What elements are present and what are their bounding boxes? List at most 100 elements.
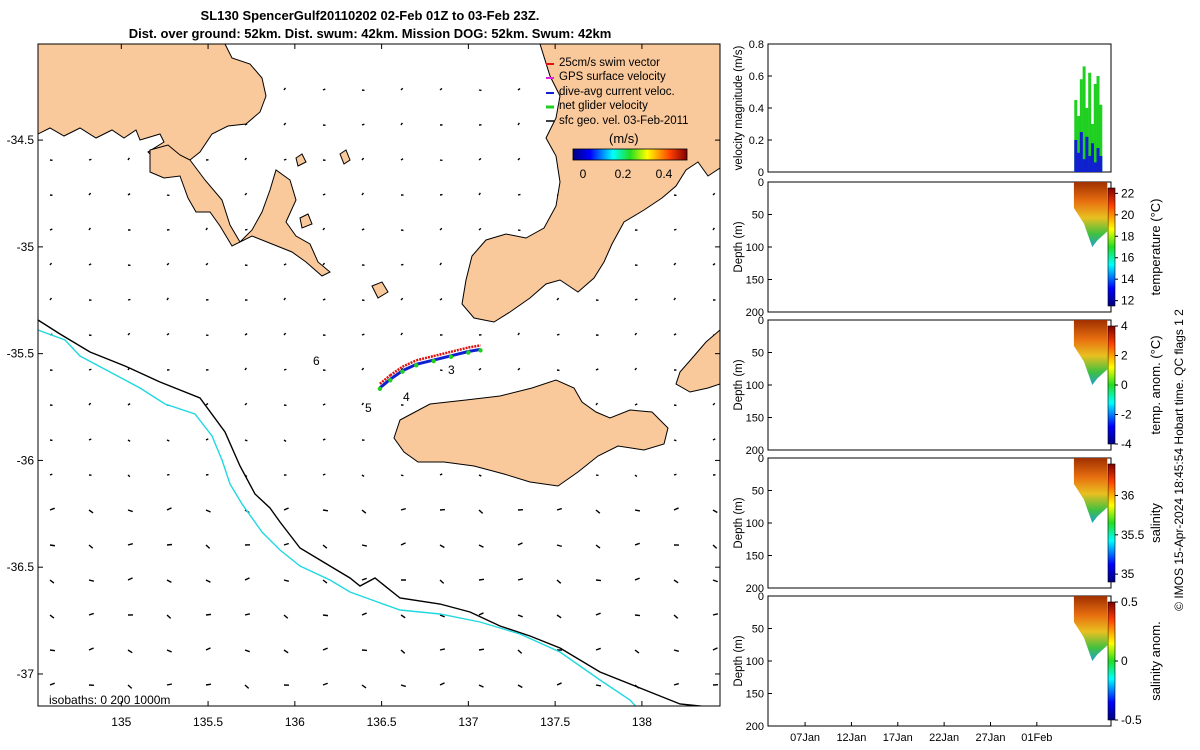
vector-arrow-129 bbox=[166, 332, 170, 336]
panel-x-tick-label-0: 07Jan bbox=[790, 732, 820, 744]
map-x-tick-label-5: 137.5 bbox=[540, 715, 570, 729]
vector-arrow-205 bbox=[322, 473, 326, 476]
sal_anom-frame bbox=[767, 595, 1112, 727]
vector-arrow-280 bbox=[439, 614, 445, 618]
vector-arrow-55 bbox=[88, 192, 92, 196]
vector-arrow-258 bbox=[283, 579, 290, 582]
vector-arrow-41 bbox=[244, 157, 247, 161]
depth-panel-sal_anom: 0 50 100 150 200 Depth (m) -0.5 0 0.5 salinity an… bbox=[733, 591, 1163, 733]
vector-arrow-223 bbox=[322, 509, 329, 512]
vector-arrow-246 bbox=[517, 542, 523, 546]
vector-arrow-236 bbox=[127, 543, 134, 546]
glider-track-segment-3 bbox=[415, 358, 435, 366]
vector-arrow-200 bbox=[127, 474, 131, 478]
figure-title: SL130 SpencerGulf20110202 02-Feb 01Z to … bbox=[0, 7, 740, 43]
vector-arrow-269 bbox=[712, 579, 718, 583]
vector-arrow-262 bbox=[439, 579, 445, 584]
legend-label-dive-avg: dive-avg current veloc. bbox=[559, 86, 675, 98]
map-x-tick-label-2: 136 bbox=[285, 715, 305, 729]
vector-arrow-231 bbox=[634, 509, 641, 512]
vector-arrow-207 bbox=[400, 474, 404, 477]
legend-label-sfc-geo: sfc geo. vel. 03-Feb-2011 bbox=[559, 115, 689, 127]
vector-arrow-118 bbox=[439, 297, 443, 301]
legend-label-gps: GPS surface velocity bbox=[559, 71, 666, 83]
salinity-frame bbox=[767, 457, 1112, 589]
vector-arrow-62 bbox=[361, 192, 365, 196]
vector-arrow-224 bbox=[361, 509, 367, 514]
glider-point-0 bbox=[377, 386, 383, 392]
vector-arrow-295 bbox=[322, 647, 328, 651]
map-y-tick-label-3: -36 bbox=[17, 453, 35, 467]
glider-point-2 bbox=[400, 369, 405, 374]
swim-vector-segment-1 bbox=[389, 365, 404, 377]
glider-track-segment-4 bbox=[433, 354, 452, 362]
vector-arrow-182 bbox=[127, 439, 131, 442]
temperature-y-tick-label-3: 150 bbox=[746, 275, 764, 287]
vector-arrow-278 bbox=[361, 612, 367, 616]
panels-x-axis: 07Jan 12Jan 17Jan 22Jan 27Jan 01Feb bbox=[790, 722, 1052, 744]
vector-arrow-138 bbox=[517, 332, 520, 336]
salinity-section bbox=[1073, 458, 1108, 523]
vector-arrow-242 bbox=[361, 544, 368, 547]
map-x-tick-label-6: 138 bbox=[632, 715, 652, 729]
panel-x-tick-label-3: 22Jan bbox=[929, 732, 959, 744]
map-frame bbox=[37, 43, 721, 707]
vector-arrow-166 bbox=[205, 402, 209, 406]
glider-track-segment-2 bbox=[401, 362, 417, 373]
vector-arrow-97 bbox=[322, 262, 326, 266]
salinity-ylabel: Depth (m) bbox=[733, 497, 745, 548]
map-y-tick-label-5: -37 bbox=[17, 667, 35, 681]
vector-arrow-300 bbox=[517, 649, 523, 654]
salinity-colorbar-label: salinity bbox=[1148, 503, 1163, 543]
vector-arrow-124 bbox=[673, 297, 676, 301]
map-y-tick-label-4: -36.5 bbox=[7, 560, 35, 574]
vector-arrow-132 bbox=[283, 332, 287, 336]
vector-arrow-38 bbox=[127, 157, 130, 161]
vector-arrow-310 bbox=[205, 683, 212, 686]
vector-arrow-255 bbox=[166, 579, 172, 584]
vector-arrow-277 bbox=[322, 614, 329, 617]
velocity-series bbox=[1074, 66, 1103, 172]
vector-arrow-297 bbox=[400, 649, 406, 654]
vector-arrow-259 bbox=[322, 579, 328, 584]
sal_anom-colorbar-label: salinity anom. bbox=[1148, 621, 1163, 700]
map-colorbar-title: (m/s) bbox=[609, 131, 639, 146]
temperature-cb-tick-label-2: 16 bbox=[1121, 251, 1135, 265]
depth-panel-temp_anom: 0 50 100 150 200 Depth (m) -4 -2 0 2 4 temp. anom. … bbox=[733, 315, 1163, 457]
vector-arrow-298 bbox=[439, 648, 446, 651]
vector-arrow-197 bbox=[712, 438, 716, 441]
sal_anom-ylabel: Depth (m) bbox=[733, 635, 745, 686]
vector-arrow-315 bbox=[400, 684, 406, 688]
swim-vector-segment-0 bbox=[379, 374, 392, 385]
map-x-tick-label-3: 136.5 bbox=[367, 715, 397, 729]
vector-arrow-218 bbox=[127, 509, 133, 513]
vector-arrow-117 bbox=[400, 297, 404, 301]
temperature-cb-tick-label-1: 14 bbox=[1121, 272, 1135, 286]
salinity-cb-tick-label-1: 35.5 bbox=[1121, 528, 1145, 542]
vector-arrow-235 bbox=[88, 544, 94, 549]
vector-arrow-196 bbox=[673, 439, 677, 442]
vector-arrow-24 bbox=[283, 122, 287, 126]
salinity-cb-tick-label-2: 36 bbox=[1121, 488, 1135, 502]
glider-track bbox=[377, 344, 483, 392]
vector-arrow-80 bbox=[361, 228, 365, 231]
sal_anom-y-tick-label-3: 150 bbox=[746, 689, 764, 701]
vector-arrow-139 bbox=[556, 333, 560, 336]
vector-arrow-216 bbox=[49, 507, 55, 511]
map-colorbar-tick-04: 0.4 bbox=[656, 167, 673, 181]
velocity-ylabel: velocity magnitude (m/s) bbox=[733, 46, 745, 171]
salinity-colorbar bbox=[1107, 463, 1116, 583]
vector-arrow-260 bbox=[361, 577, 367, 581]
sal_anom-cb-tick-label-1: 0 bbox=[1121, 654, 1128, 668]
panel-x-tick-label-2: 17Jan bbox=[883, 732, 913, 744]
sal_anom-y-tick-label-2: 100 bbox=[746, 656, 764, 668]
temp_anom-cb-tick-label-1: -2 bbox=[1121, 408, 1132, 422]
depth-panel-salinity: 0 50 100 150 200 Depth (m) 35 35.5 36 salinity bbox=[733, 453, 1163, 595]
vector-arrow-30 bbox=[517, 122, 520, 126]
vector-arrow-284 bbox=[595, 612, 601, 616]
vector-arrow-7 bbox=[322, 88, 326, 91]
vector-arrow-65 bbox=[478, 192, 481, 196]
temperature-colorbar-label: temperature (°C) bbox=[1148, 199, 1163, 296]
vector-arrow-72 bbox=[49, 228, 53, 231]
map-colorbar-tick-0: 0 bbox=[580, 167, 587, 181]
